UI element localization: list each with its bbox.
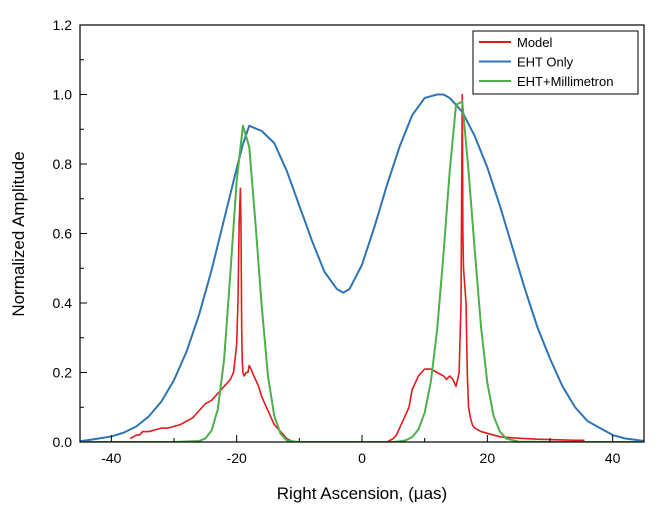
x-tick-label: 40 bbox=[605, 450, 621, 466]
y-tick-label: 0.6 bbox=[53, 226, 73, 242]
series-line-1 bbox=[80, 93, 644, 442]
axes: -40 -20 0 20 40 0.0 0.2 0.4 0.6 0.8 1.0 1.2 bbox=[53, 17, 645, 466]
legend-label-1: EHT Only bbox=[517, 55, 574, 70]
y-tick-label: 0.2 bbox=[53, 365, 73, 381]
x-axis-title: Right Ascension, (μas) bbox=[277, 484, 447, 503]
y-tick-label: 0.0 bbox=[53, 434, 73, 450]
legend-label-0: Model bbox=[517, 35, 553, 50]
plot-area bbox=[80, 93, 644, 442]
x-tick-label: 20 bbox=[480, 450, 496, 466]
x-tick-label: -40 bbox=[101, 450, 121, 466]
y-axis-title: Normalized Amplitude bbox=[9, 151, 28, 316]
y-tick-label: 0.4 bbox=[53, 295, 73, 311]
y-tick-label: 1.0 bbox=[53, 87, 73, 103]
series-line-0 bbox=[129, 93, 585, 442]
x-tick-label: -20 bbox=[227, 450, 247, 466]
legend-label-2: EHT+Millimetron bbox=[517, 74, 613, 89]
series-line-2 bbox=[80, 100, 644, 442]
y-tick-label: 0.8 bbox=[53, 156, 73, 172]
y-tick-label: 1.2 bbox=[53, 17, 73, 33]
legend: Model EHT Only EHT+Millimetron bbox=[472, 30, 639, 95]
x-tick-label: 0 bbox=[358, 450, 366, 466]
